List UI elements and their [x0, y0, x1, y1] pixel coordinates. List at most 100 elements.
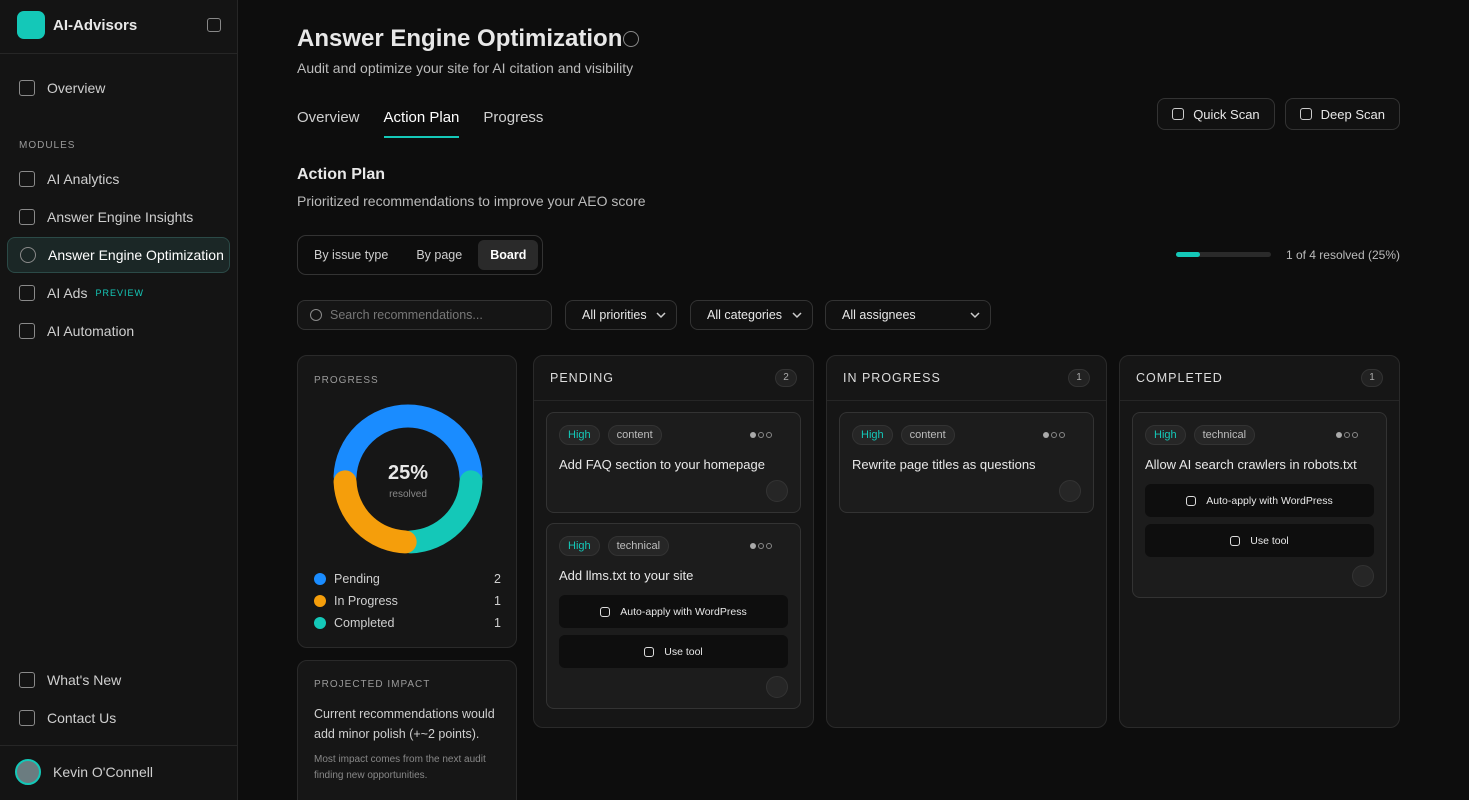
section-title: Action Plan [297, 166, 386, 183]
search-box[interactable]: Search recommendations... [297, 300, 552, 330]
column-count: 2 [775, 369, 797, 387]
task-card[interactable]: High technical Add llms.txt to your site Au… [546, 523, 801, 709]
view-option[interactable]: By page [416, 248, 463, 262]
legend-dot [314, 595, 326, 607]
scan-label: Deep Scan [1320, 106, 1385, 122]
dot [750, 432, 756, 438]
task-card[interactable]: High technical Allow AI search crawlers in… [1132, 412, 1387, 598]
collapse-button[interactable] [207, 18, 221, 32]
tab[interactable]: Action Plan [383, 109, 460, 138]
filter-select[interactable]: All assignees [825, 300, 991, 330]
dot [1344, 432, 1350, 438]
category-tag: technical [607, 536, 670, 556]
module-item[interactable]: AI Analytics [7, 161, 230, 197]
card-action[interactable]: Auto-apply with WordPress [1145, 484, 1374, 517]
user-menu[interactable]: Kevin O'Connell [7, 754, 230, 790]
module-item[interactable]: Answer Engine Optimization [7, 237, 230, 273]
icon [19, 171, 35, 187]
view-switch: By issue type By page Board [297, 235, 544, 275]
card-tags: High content [559, 425, 788, 445]
scan-actions: Quick Scan Deep Scan [1157, 98, 1400, 130]
column-header: PENDING 2 [534, 356, 813, 401]
legend-count: 2 [494, 572, 501, 586]
footer-label: What's New [47, 672, 122, 688]
impact-note: Most impact comes from the next audit fi… [314, 754, 486, 781]
card-action[interactable]: Auto-apply with WordPress [559, 595, 788, 628]
brand-logo [17, 11, 45, 39]
dot [766, 432, 772, 438]
chevron [970, 312, 980, 319]
module-item[interactable]: AI Ads PREVIEW [7, 275, 230, 311]
dot [1352, 432, 1358, 438]
column-header: IN PROGRESS 1 [827, 356, 1106, 401]
card-title: Allow AI search crawlers in robots.txt [1145, 457, 1357, 472]
progress-title: PROGRESS [314, 375, 379, 386]
dot [1336, 432, 1342, 438]
icon [1172, 108, 1185, 120]
card-tags: High technical [1145, 425, 1374, 445]
page-subtitle: Audit and optimize your site for AI cita… [297, 60, 634, 76]
nav-label: Overview [47, 80, 106, 96]
icon [1186, 495, 1197, 506]
module-label: AI Ads [47, 285, 88, 301]
dot [1059, 432, 1065, 438]
dot [750, 543, 756, 549]
footer-link[interactable]: What's New [7, 662, 230, 698]
status-dots [1043, 432, 1065, 438]
board-column: IN PROGRESS 1 High content Rewrite page titl… [826, 355, 1107, 728]
brand-name: AI-Advisors [53, 17, 138, 34]
card-action[interactable]: Use tool [1145, 524, 1374, 557]
filter-label: All categories [707, 308, 783, 322]
footer-link[interactable]: Contact Us [7, 700, 230, 736]
help-icon [623, 31, 639, 47]
category-tag: content [607, 425, 662, 445]
scan-button[interactable]: Quick Scan [1157, 98, 1275, 130]
board-column: COMPLETED 1 High technical Allow AI search c… [1119, 355, 1400, 728]
resolved-track [1176, 252, 1271, 257]
action-label: Auto-apply with WordPress [1206, 494, 1333, 507]
legend-row: Completed 1 [314, 616, 501, 630]
donut-percent: 25% [387, 462, 429, 484]
legend-label: In Progress [334, 594, 398, 608]
filter-select[interactable]: All priorities [565, 300, 677, 330]
legend-dot [314, 617, 326, 629]
column-count: 1 [1361, 369, 1383, 387]
column-header: COMPLETED 1 [1120, 356, 1399, 401]
icon [19, 285, 35, 301]
board-column: PENDING 2 High content Add FAQ section to yo… [533, 355, 814, 728]
filter-label: All assignees [842, 308, 916, 322]
assign-button[interactable] [766, 676, 788, 698]
category-tag: content [900, 425, 955, 445]
tab[interactable]: Progress [483, 109, 544, 126]
task-card[interactable]: High content Rewrite page titles as questi… [839, 412, 1094, 513]
impact-panel: PROJECTED IMPACT Current recommendations … [297, 660, 517, 800]
assign-button[interactable] [766, 480, 788, 502]
nav-item[interactable]: Overview [7, 70, 230, 106]
icon [19, 672, 35, 688]
task-card[interactable]: High content Add FAQ section to your homep… [546, 412, 801, 513]
module-item[interactable]: Answer Engine Insights [7, 199, 230, 235]
divider [0, 745, 238, 746]
column-count: 1 [1068, 369, 1090, 387]
section-subtitle: Prioritized recommendations to improve y… [297, 193, 646, 209]
module-label: AI Automation [47, 323, 135, 339]
chevron [656, 312, 666, 319]
module-badge: PREVIEW [95, 288, 144, 298]
legend-label: Pending [334, 572, 380, 586]
donut-caption: resolved [389, 489, 427, 500]
filter-select[interactable]: All categories [690, 300, 813, 330]
module-item[interactable]: AI Automation [7, 313, 230, 349]
assign-button[interactable] [1059, 480, 1081, 502]
tab[interactable]: Overview [297, 109, 360, 126]
page-title: Answer Engine Optimization [297, 25, 623, 52]
view-option[interactable]: Board [478, 240, 539, 270]
icon [19, 209, 35, 225]
card-tags: High technical [559, 536, 788, 556]
assign-button[interactable] [1352, 565, 1374, 587]
scan-button[interactable]: Deep Scan [1284, 98, 1400, 130]
view-option[interactable]: By issue type [314, 248, 389, 262]
icon [310, 309, 322, 321]
scan-label: Quick Scan [1193, 106, 1260, 122]
card-action[interactable]: Use tool [559, 635, 788, 668]
